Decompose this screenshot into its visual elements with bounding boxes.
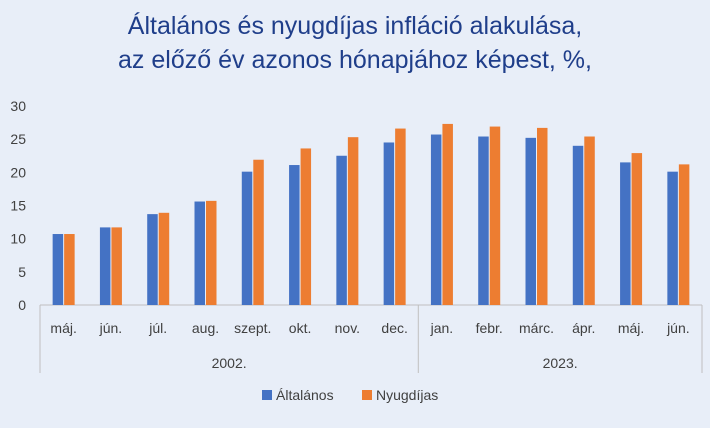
x-category-label: máj. — [50, 320, 76, 336]
y-tick-label: 25 — [10, 131, 26, 147]
x-category-label: aug. — [192, 320, 219, 336]
x-category-label: febr. — [476, 320, 503, 336]
bar-altalanos — [572, 145, 584, 305]
bar-altalanos — [430, 134, 442, 305]
bar-altalanos — [241, 171, 253, 305]
bar-altalanos — [99, 227, 111, 305]
bar-altalanos — [620, 162, 631, 305]
chart-title-line-1: Általános és nyugdíjas infláció alakulás… — [127, 12, 583, 40]
bar-altalanos — [383, 142, 395, 305]
bar-altalanos — [147, 214, 158, 305]
x-category-label: ápr. — [572, 320, 595, 336]
x-category-label: nov. — [335, 320, 360, 336]
bar-nyugdijas — [158, 212, 170, 305]
legend-label: Nyugdíjas — [376, 387, 438, 403]
legend-swatch — [362, 390, 372, 400]
bar-nyugdijas — [442, 123, 453, 305]
x-category-label: júl. — [148, 320, 167, 336]
bar-nyugdijas — [489, 126, 501, 306]
y-tick-label: 10 — [10, 231, 26, 247]
chart-title-line-2: az előző év azonos hónapjához képest, %, — [118, 46, 592, 74]
legend-swatch — [262, 390, 272, 400]
bar-altalanos — [289, 165, 300, 305]
x-group-label: 2002. — [212, 355, 247, 371]
x-category-label: máj. — [618, 320, 644, 336]
x-category-label: jan. — [430, 320, 454, 336]
bar-nyugdijas — [111, 227, 122, 305]
legend-label: Általános — [276, 387, 334, 403]
x-category-label: okt. — [289, 320, 312, 336]
y-tick-label: 20 — [10, 164, 26, 180]
bar-altalanos — [525, 137, 536, 305]
bar-nyugdijas — [347, 137, 359, 305]
y-tick-label: 15 — [10, 198, 26, 214]
bar-nyugdijas — [300, 148, 312, 305]
bar-altalanos — [194, 201, 205, 305]
x-category-label: szept. — [234, 320, 271, 336]
bar-nyugdijas — [537, 127, 548, 305]
x-group-label: 2023. — [543, 355, 578, 371]
y-tick-label: 5 — [18, 264, 26, 280]
bar-nyugdijas — [584, 136, 595, 305]
bar-nyugdijas — [631, 153, 643, 305]
bar-nyugdijas — [206, 200, 217, 305]
bar-altalanos — [52, 234, 64, 305]
x-category-label: jún. — [99, 320, 123, 336]
bar-nyugdijas — [253, 159, 264, 305]
y-tick-label: 0 — [18, 297, 26, 313]
bar-nyugdijas — [64, 234, 75, 305]
x-category-label: jún. — [666, 320, 690, 336]
bar-altalanos — [667, 171, 678, 305]
y-tick-label: 30 — [10, 98, 26, 114]
x-category-label: márc. — [519, 320, 554, 336]
bar-altalanos — [478, 136, 489, 305]
bar-nyugdijas — [678, 164, 690, 305]
x-category-label: dec. — [381, 320, 407, 336]
bar-nyugdijas — [395, 128, 406, 305]
bar-altalanos — [336, 155, 347, 305]
